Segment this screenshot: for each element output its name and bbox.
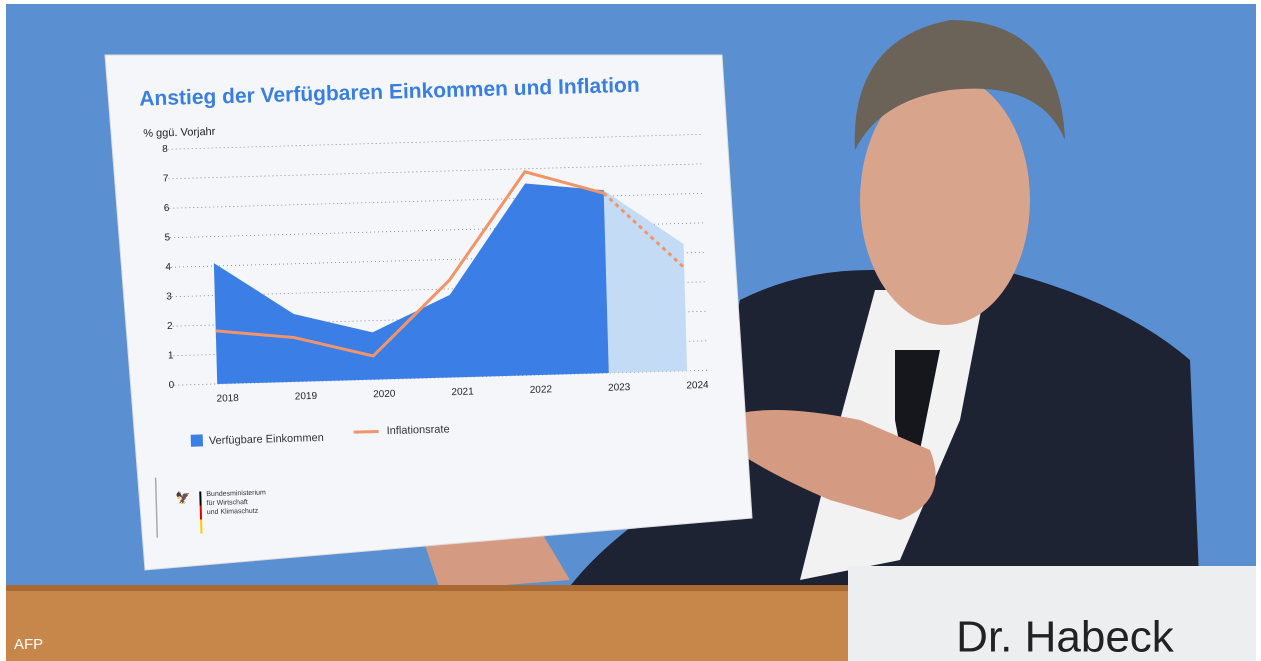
y-tick-label: 7 [163, 173, 169, 184]
y-tick-label: 4 [165, 262, 171, 273]
photo-credit: AFP [14, 636, 43, 653]
legend-label: Inflationsrate [386, 423, 449, 437]
y-tick-label: 5 [164, 232, 170, 243]
x-tick-label: 2023 [608, 382, 631, 394]
legend-line [354, 431, 379, 432]
x-tick-label: 2022 [530, 384, 553, 396]
x-tick-label: 2019 [295, 391, 318, 403]
y-tick-label: 2 [167, 321, 173, 332]
flag-red [200, 505, 202, 519]
y-tick-label: 6 [164, 203, 170, 214]
flag-black [199, 491, 201, 505]
y-axis-label: % ggü. Vorjahr [143, 126, 216, 140]
x-tick-label: 2018 [216, 393, 239, 405]
x-tick-label: 2021 [451, 386, 474, 398]
legend-swatch [191, 434, 203, 446]
flag-gold [200, 519, 202, 533]
x-tick-label: 2024 [686, 380, 709, 392]
y-tick-label: 8 [162, 144, 168, 155]
x-tick-label: 2020 [373, 389, 396, 401]
nameplate: Dr. Habeck [956, 613, 1175, 661]
logo-text: für Wirtschaft [207, 499, 248, 507]
y-tick-label: 1 [168, 350, 174, 361]
scene: Anstieg der Verfügbaren Einkommen und In… [0, 0, 1261, 661]
y-tick-label: 0 [169, 380, 175, 391]
logo-text: und Klimaschutz [207, 508, 259, 516]
y-tick-label: 3 [166, 291, 172, 302]
eagle: 🦅 [175, 490, 190, 505]
